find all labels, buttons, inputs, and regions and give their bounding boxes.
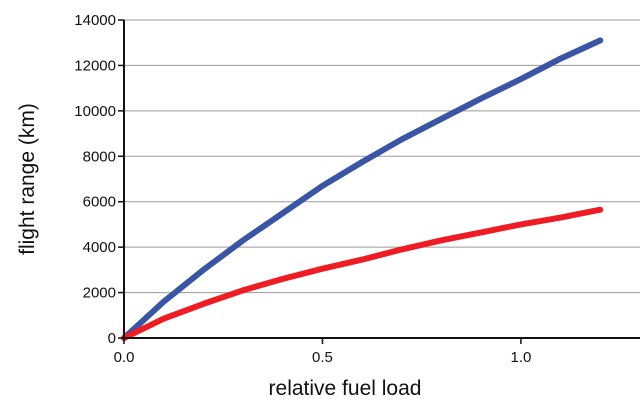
- ticks: 0 2000 4000 6000 8000 10000 12000 14000 0.0 0.5 1.…: [74, 12, 531, 366]
- series-lines: [121, 37, 604, 341]
- x-tick-label-2: 1.0: [510, 349, 531, 366]
- axes: [123, 20, 640, 339]
- x-tick-label-1: 0.5: [312, 349, 333, 366]
- y-tick-label-5: 10000: [74, 103, 116, 120]
- x-axis-label: relative fuel load: [269, 377, 422, 400]
- y-axis-label: flight range (km): [16, 103, 39, 255]
- x-tick-label-0: 0.0: [114, 349, 135, 366]
- grid-lines: [124, 19, 640, 294]
- y-tick-label-3: 6000: [83, 194, 116, 211]
- series-line-1: [121, 206, 604, 341]
- y-tick-label-4: 8000: [83, 148, 116, 165]
- y-tick-label-0: 0: [108, 330, 116, 347]
- y-tick-label-7: 14000: [74, 12, 116, 29]
- y-tick-label-6: 12000: [74, 57, 116, 74]
- y-tick-label-2: 4000: [83, 239, 116, 256]
- y-tick-label-1: 2000: [83, 285, 116, 302]
- series-line-0: [121, 37, 604, 341]
